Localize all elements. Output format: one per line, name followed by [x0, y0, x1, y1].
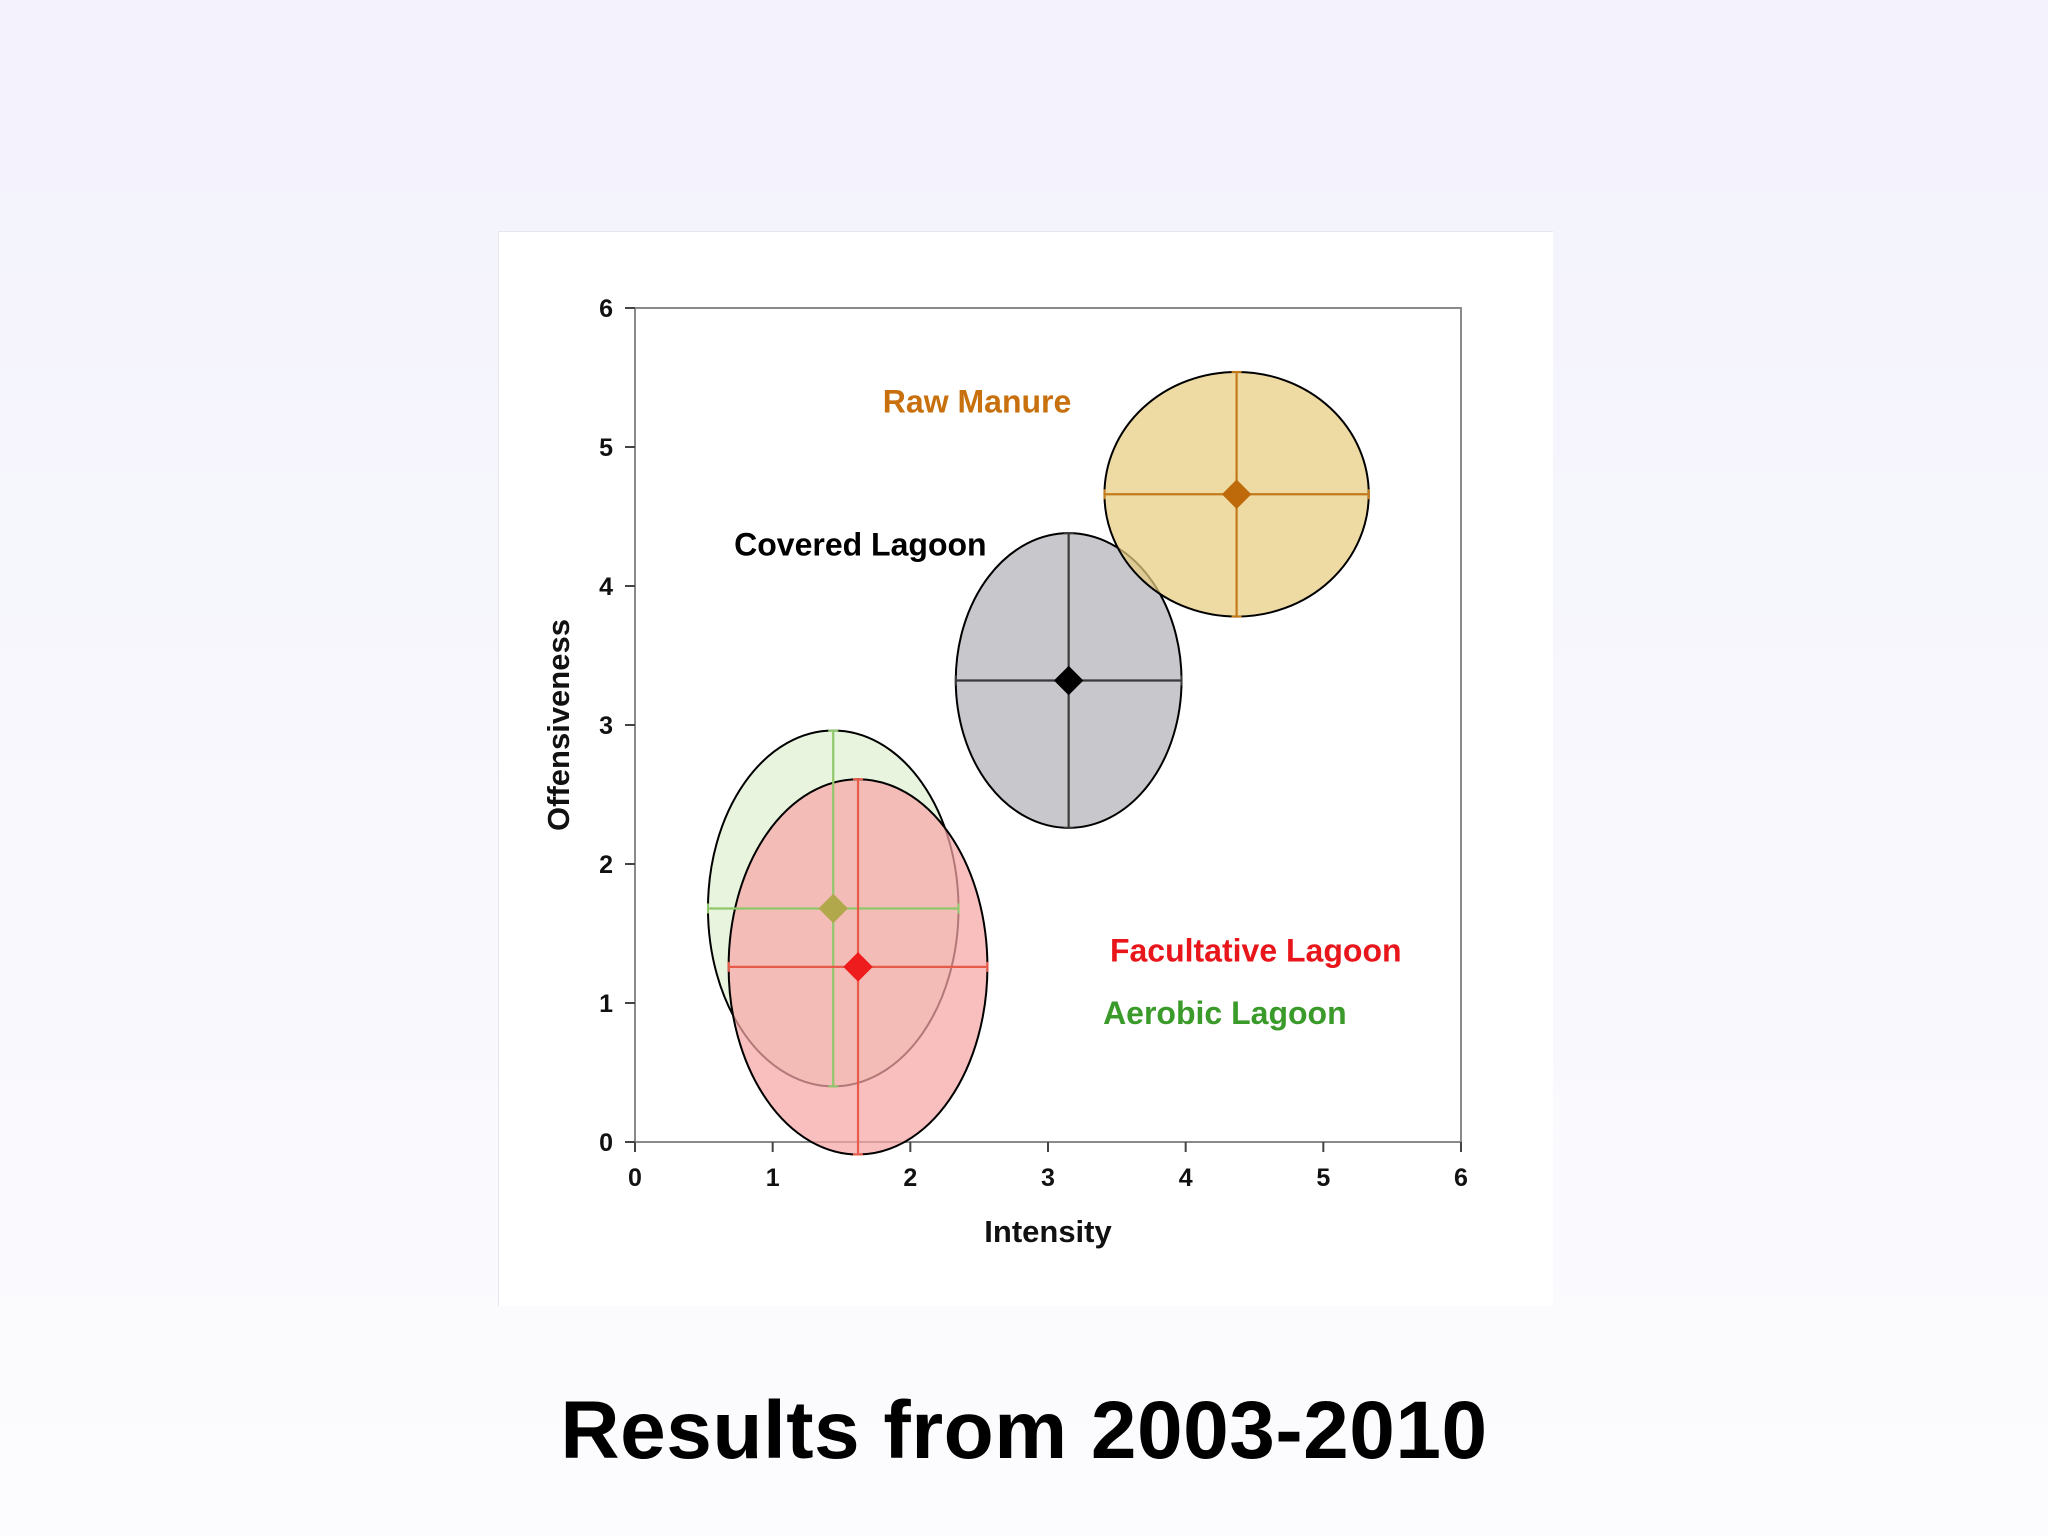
x-tick-label-0: 0: [628, 1164, 642, 1192]
y-tick-label-5: 5: [599, 434, 613, 462]
scatter-chart: 0 1 2 3 4 5 6 0 1 2 3 4 5 6 Intensity Offensiveness Aer…: [541, 295, 1468, 1249]
x-tick-label-6: 6: [1454, 1164, 1468, 1192]
series-label-raw-manure: Raw Manure: [883, 383, 1071, 419]
data-point-facultative-lagoon: [843, 952, 873, 982]
y-tick-label-4: 4: [599, 573, 613, 601]
y-tick-label-6: 6: [599, 295, 613, 323]
x-axis-label: Intensity: [984, 1214, 1112, 1249]
y-tick-label-1: 1: [599, 990, 613, 1018]
x-tick-label-5: 5: [1316, 1164, 1330, 1192]
x-tick-label-1: 1: [766, 1164, 780, 1192]
y-tick-label-3: 3: [599, 712, 613, 740]
data-point-aerobic-lagoon: [818, 893, 848, 924]
y-axis-label: Offensiveness: [541, 619, 576, 831]
y-tick-label-0: 0: [599, 1129, 613, 1157]
series-label-facultative-lagoon: Facultative Lagoon: [1110, 932, 1402, 968]
y-tick-label-2: 2: [599, 851, 613, 879]
slide-title: Results from 2003-2010: [560, 1385, 1488, 1476]
series-label-aerobic-lagoon: Aerobic Lagoon: [1103, 995, 1347, 1031]
x-tick-label-4: 4: [1179, 1164, 1193, 1192]
data-point-covered-lagoon: [1053, 665, 1084, 696]
x-tick-label-3: 3: [1041, 1164, 1055, 1192]
chart-panel: 0 1 2 3 4 5 6 0 1 2 3 4 5 6 Intensity Offensiveness Aer…: [498, 231, 1553, 1306]
data-point-raw-manure: [1221, 479, 1252, 509]
x-tick-label-2: 2: [903, 1164, 917, 1192]
series-label-covered-lagoon: Covered Lagoon: [734, 526, 986, 562]
